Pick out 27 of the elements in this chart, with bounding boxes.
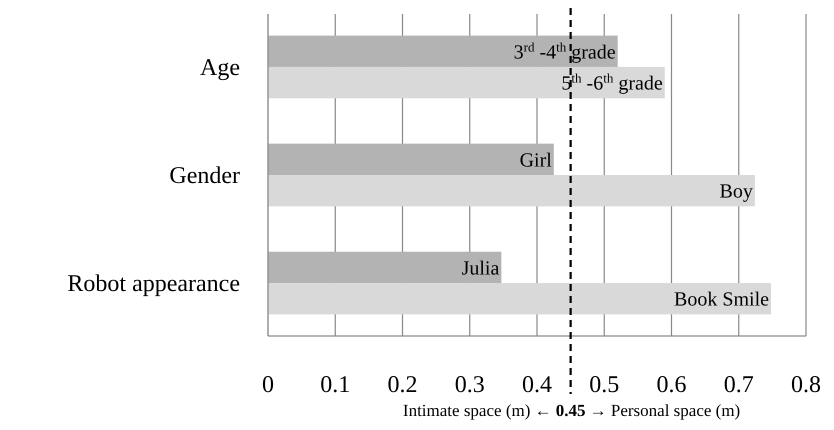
bar [268,36,618,67]
y-tick-label: Age [200,54,240,81]
x-tick-label: 0.4 [522,372,552,398]
x-tick-label: 0.6 [656,372,686,398]
bar [268,175,755,206]
ref-line-label: 0.45 [556,401,586,420]
bar [268,66,665,98]
x-tick-label: 0.8 [791,372,821,398]
annotation: 5$^{th}$ -6$^{th}$ grade [561,70,663,95]
x-tick-label: 0.3 [454,372,485,398]
bar [268,283,772,314]
y-tick-label: Robot appearance [67,271,240,298]
annotation: Girl [520,149,552,172]
x-tick-label: 0.5 [589,372,620,398]
x-tick-label: 0.2 [388,372,418,398]
annotation: Julia [462,257,500,280]
x-tick-label: 0.1 [320,372,350,398]
text: → Personal space (m) [590,401,740,420]
y-tick-label: Gender [169,163,240,189]
annotation: Boy [720,180,753,203]
bar [268,144,554,175]
bar [268,252,502,284]
x-tick-label: 0 [262,372,274,398]
annotation: 3$^{rd}$ -4$^{th}$ grade [514,38,616,64]
annotation: Book Smile [674,288,770,311]
text: Intimate space (m) ← [402,401,552,420]
x-tick-label: 0.7 [724,372,754,398]
